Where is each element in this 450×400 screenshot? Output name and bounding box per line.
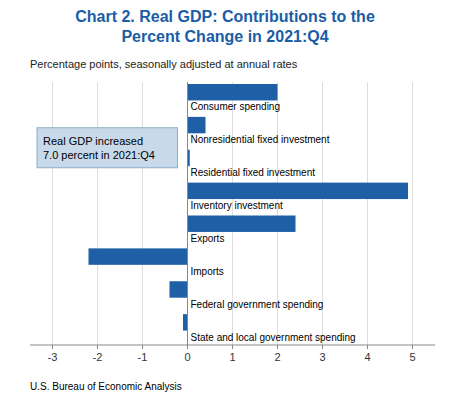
tick-label: 0 <box>184 351 190 363</box>
bar <box>183 314 188 330</box>
x-axis <box>30 345 435 346</box>
bars <box>89 84 409 331</box>
tick-label: -1 <box>138 351 148 363</box>
tick-mark <box>52 345 53 349</box>
tick-label: 2 <box>274 351 280 363</box>
annotation-box <box>37 128 178 168</box>
bar <box>89 248 188 264</box>
tick-mark <box>232 345 233 349</box>
category-label: Nonresidential fixed investment <box>191 134 330 145</box>
bar <box>188 183 409 199</box>
grid-line <box>97 82 98 345</box>
grid-line <box>142 82 143 345</box>
tick-mark <box>367 345 368 349</box>
annotation-text: Real GDP increased <box>43 135 143 147</box>
category-label: Residential fixed investment <box>191 167 316 178</box>
grid-line <box>52 82 53 345</box>
grid-line <box>412 82 413 345</box>
tick-mark <box>97 345 98 349</box>
category-label: Exports <box>191 233 225 244</box>
tick-label: -3 <box>48 351 58 363</box>
bar <box>188 84 278 100</box>
tick-mark <box>142 345 143 349</box>
bar <box>188 117 206 133</box>
tick-label: -2 <box>93 351 103 363</box>
grid-line <box>187 82 188 345</box>
category-label: Consumer spending <box>191 101 281 112</box>
subtitle: Percentage points, seasonally adjusted a… <box>30 58 298 70</box>
grid-line <box>367 82 368 345</box>
bar <box>188 216 296 232</box>
tick-mark <box>277 345 278 349</box>
bar <box>170 281 188 297</box>
tick-mark <box>187 345 188 349</box>
title: Chart 2. Real GDP: Contributions to the <box>75 8 375 25</box>
annotation-text: 7.0 percent in 2021:Q4 <box>43 149 155 161</box>
tick-label: 1 <box>229 351 235 363</box>
tick-mark <box>412 345 413 349</box>
annotation: Real GDP increased 7.0 percent in 2021:Q4 <box>37 128 178 168</box>
tick-label: 5 <box>409 351 415 363</box>
category-label: Imports <box>191 266 224 277</box>
chart: Chart 2. Real GDP: Contributions to the P… <box>0 0 450 400</box>
tick-mark <box>322 345 323 349</box>
footer: U.S. Bureau of Economic Analysis <box>30 381 182 392</box>
tick-label: 4 <box>364 351 370 363</box>
category-label: Federal government spending <box>191 299 324 310</box>
grid <box>53 82 413 345</box>
zero-line <box>187 82 188 345</box>
category-label: Inventory investment <box>191 200 283 211</box>
tick-label: 3 <box>319 351 325 363</box>
title: Percent Change in 2021:Q4 <box>121 28 328 45</box>
category-label: State and local government spending <box>191 332 356 343</box>
